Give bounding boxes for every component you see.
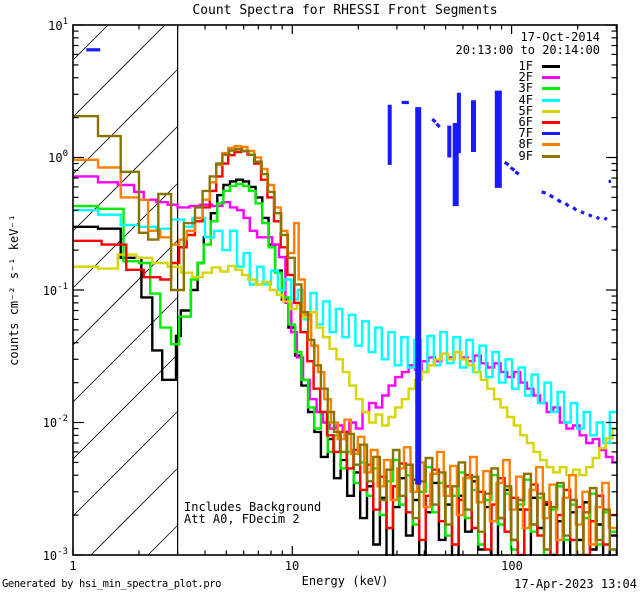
x-tick-label-100: 100	[501, 559, 523, 573]
annotation-background: Includes Background	[184, 500, 322, 514]
y-axis-label: counts cm⁻² s⁻¹ keV⁻¹	[7, 214, 21, 366]
footer-render-timestamp: 17-Apr-2023 13:04	[514, 577, 637, 591]
legend-color-swatch	[542, 76, 560, 80]
y-tick-exp: -2	[57, 414, 68, 424]
chart-title: Count Spectra for RHESSI Front Segments	[192, 3, 498, 18]
spectrum-9F	[73, 115, 617, 556]
spectrum-4F	[73, 209, 617, 445]
y-tick-base: 10	[48, 19, 63, 33]
y-tick-exp: 1	[62, 17, 68, 27]
y-tick-label-10e-1: 10-1	[20, 282, 68, 298]
hatch-region	[73, 25, 178, 555]
spectrum-5F	[73, 253, 617, 477]
y-tick-label-10e-2: 10-2	[20, 414, 68, 430]
observation-time-range: 20:13:00 to 20:14:00	[455, 43, 601, 57]
y-tick-base: 10	[42, 284, 58, 298]
observation-date: 17-Oct-2014	[520, 30, 600, 44]
y-tick-label-10e-3: 10-3	[20, 547, 68, 563]
y-tick-base: 10	[42, 416, 58, 430]
footer-generator-credit: Generated by hsi_min_spectra_plot.pro	[2, 578, 222, 590]
x-axis-label: Energy (keV)	[301, 574, 389, 588]
legend-label: 1F	[518, 59, 533, 73]
axis-ticks	[72, 24, 617, 556]
y-tick-exp: 0	[62, 149, 68, 159]
legend-label: 8F	[518, 137, 533, 152]
legend-color-swatch	[542, 109, 560, 113]
legend-label: 6F	[518, 115, 533, 129]
annotation-attenuator: Att A0, FDecim 2	[184, 512, 300, 526]
legend-label: 3F	[518, 81, 533, 96]
spectrum-6F	[73, 149, 617, 556]
legend-label: 5F	[518, 103, 533, 118]
y-tick-label-10e0: 100	[26, 149, 68, 165]
y-tick-base: 10	[48, 151, 63, 165]
legend-color-swatch	[542, 143, 560, 147]
legend-color-swatch	[542, 98, 560, 102]
legend-label: 7F	[518, 126, 533, 141]
y-tick-exp: -1	[57, 282, 68, 292]
legend-label: 2F	[518, 70, 533, 85]
x-tick-label-10: 10	[284, 559, 300, 573]
x-tick-label-1: 1	[69, 559, 77, 573]
spectrum-2F	[73, 175, 617, 464]
legend-color-swatch	[542, 154, 560, 158]
legend-color-swatch	[542, 87, 560, 91]
legend-label: 4F	[518, 92, 533, 107]
y-tick-exp: -3	[57, 547, 68, 557]
legend-color-swatch	[542, 132, 560, 136]
legend-label: 9F	[518, 148, 533, 163]
spectrum-7F	[86, 48, 611, 485]
y-tick-label-10e1: 101	[26, 17, 68, 33]
y-tick-base: 10	[42, 549, 58, 563]
legend-color-swatch	[542, 121, 560, 124]
legend-color-swatch	[542, 65, 560, 68]
